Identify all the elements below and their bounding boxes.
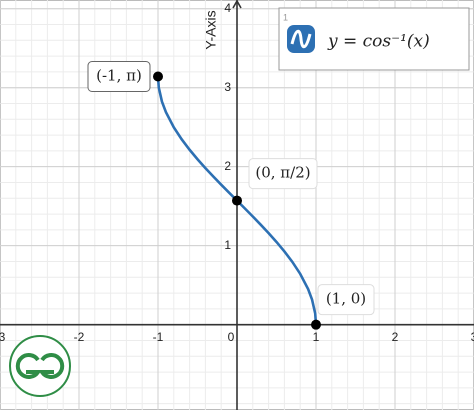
point-label-box: [87, 61, 151, 93]
point-label: (1, 0): [326, 290, 366, 308]
point-label-box: [248, 158, 318, 190]
x-tick-label: -2: [74, 330, 85, 344]
legend: 1 y = cos⁻¹(x): [278, 7, 470, 71]
point-label: (0, π/2): [255, 164, 310, 182]
point-label: (-1, π): [96, 67, 142, 85]
y-tick-label: 2: [224, 159, 231, 173]
y-axis-label: Y-Axis: [203, 10, 219, 49]
x-tick-label: -1: [153, 330, 164, 344]
x-tick-label: -3: [0, 330, 6, 344]
logo-mark: [38, 353, 65, 379]
point-label-box: [317, 284, 375, 316]
x-tick-label: 1: [313, 330, 320, 344]
point: [153, 71, 163, 82]
y-axis-arrow: [232, 0, 242, 9]
point: [311, 319, 321, 330]
legend-icon-wave: [290, 29, 312, 49]
legend-entry: y = cos⁻¹(x): [327, 32, 430, 52]
logo-ring: [9, 335, 71, 397]
x-tick-label: 2: [392, 330, 399, 344]
point: [232, 195, 242, 206]
x-tick-label: 0: [228, 330, 235, 344]
y-tick-label: 1: [224, 238, 231, 252]
logo-mark: [15, 353, 42, 379]
marks: (-1, π) (0, π/2) (1, 0): [87, 61, 375, 330]
logo: [9, 335, 71, 397]
y-tick-label: 4: [224, 1, 231, 15]
legend-index: 1: [283, 12, 288, 22]
y-tick-label: 3: [224, 80, 231, 94]
x-tick-label: 3: [471, 330, 474, 344]
